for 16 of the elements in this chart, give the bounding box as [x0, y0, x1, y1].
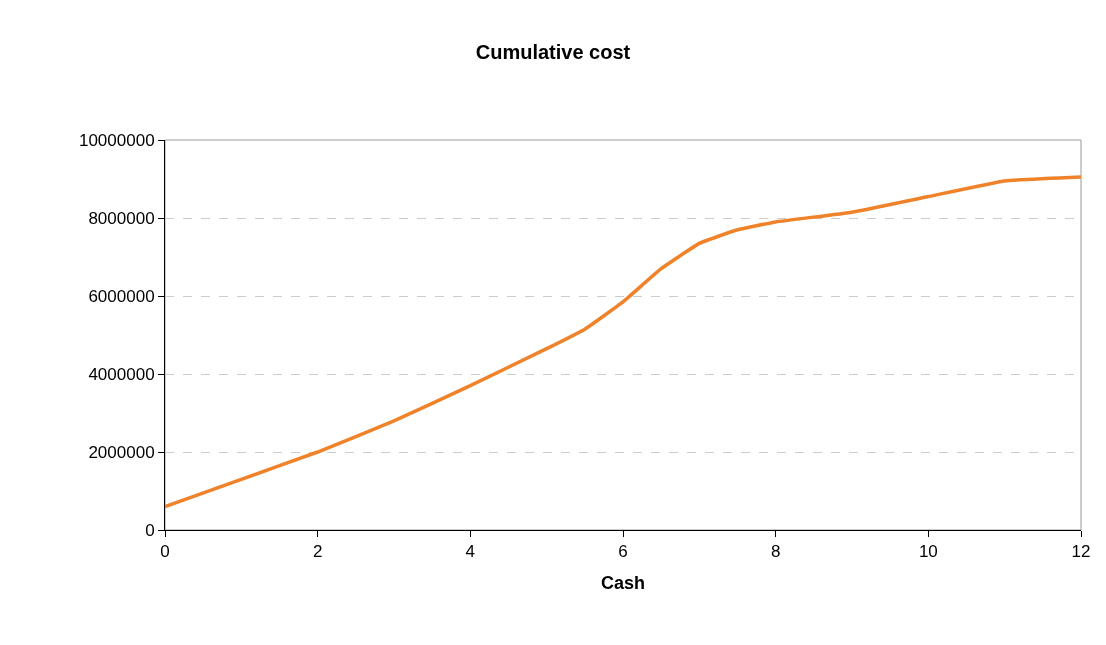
y-tick-label: 0 [145, 520, 155, 540]
x-tick-label: 4 [465, 542, 476, 562]
x-axis-title: Cash [600, 572, 646, 593]
x-tick-label: 6 [618, 542, 628, 562]
chart-title: Cumulative cost [475, 41, 631, 64]
y-tick-label: 6000000 [88, 286, 155, 306]
x-tick-label: 10 [918, 542, 938, 562]
line-series [165, 175, 1081, 509]
y-tick-label: 10000000 [78, 130, 155, 150]
y-tick-label: 2000000 [88, 442, 155, 462]
x-tick-label: 2 [312, 542, 323, 562]
x-tick-label: 12 [1071, 542, 1091, 562]
x-tick-label: 8 [770, 542, 781, 562]
y-tick-label: 8000000 [88, 208, 155, 228]
y-tick-label: 4000000 [88, 364, 155, 384]
x-tick-label: 0 [160, 542, 170, 562]
